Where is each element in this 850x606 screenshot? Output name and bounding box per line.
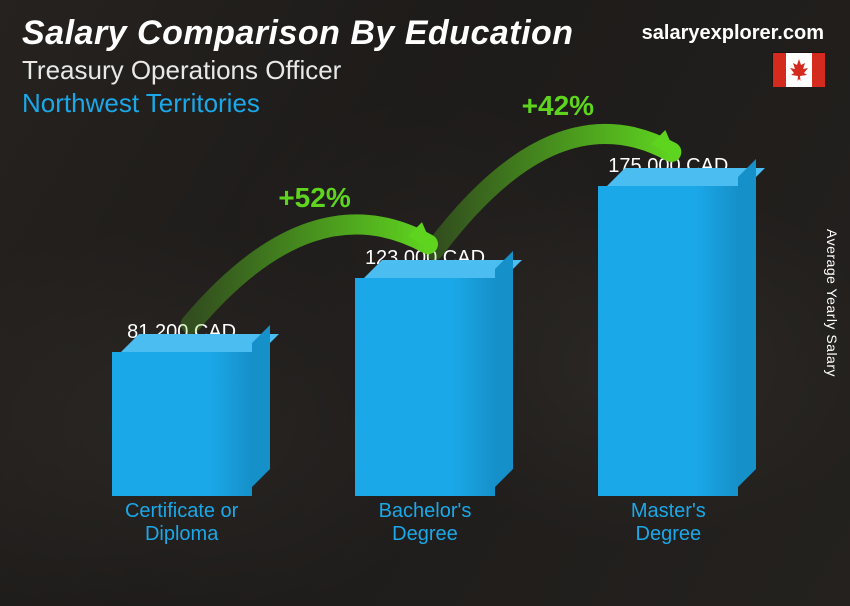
x-axis-label: Bachelor'sDegree xyxy=(345,500,505,546)
x-axis-label: Certificate orDiploma xyxy=(102,500,262,546)
bar-group: 81,200 CAD xyxy=(102,321,262,496)
flag-icon xyxy=(772,52,824,86)
watermark-text: salaryexplorer.com xyxy=(642,22,824,45)
bar-3d xyxy=(598,186,738,496)
bar-group: 123,000 CAD xyxy=(345,247,505,496)
x-labels-container: Certificate orDiploma Bachelor'sDegree Mas… xyxy=(60,500,790,546)
chart-region: Northwest Territories xyxy=(22,88,828,119)
bar-group: 175,000 CAD xyxy=(588,155,748,496)
bar-3d xyxy=(112,352,252,496)
x-axis-label: Master'sDegree xyxy=(588,500,748,546)
bars-container: 81,200 CAD 123,000 CAD 175,000 CAD xyxy=(60,150,790,496)
bar-3d xyxy=(355,278,495,496)
chart-subtitle: Treasury Operations Officer xyxy=(22,55,828,86)
y-axis-label: Average Yearly Salary xyxy=(824,229,840,377)
chart-area: 81,200 CAD 123,000 CAD 175,000 CAD Certifi… xyxy=(60,150,790,546)
